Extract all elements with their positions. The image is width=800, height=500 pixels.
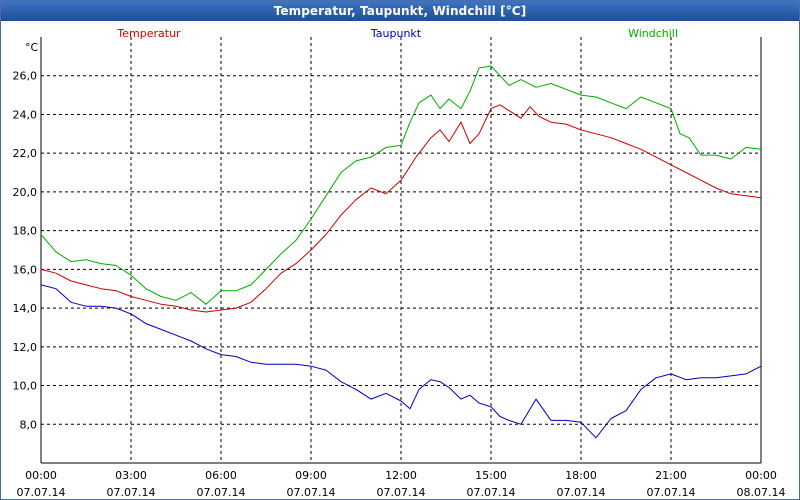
window-title: Temperatur, Taupunkt, Windchill [°C] xyxy=(273,4,527,18)
y-tick-label: 20,0 xyxy=(13,186,38,199)
series-line-taupunkt xyxy=(40,284,762,439)
x-tick-time: 03:00 xyxy=(115,469,147,482)
series-line-windchill xyxy=(40,65,762,305)
y-tick-label: 14,0 xyxy=(13,302,38,315)
x-tick-time: 00:00 xyxy=(25,469,57,482)
y-tick-label: 12,0 xyxy=(13,341,38,354)
x-tick-date: 07.07.14 xyxy=(647,486,696,499)
legend: Temperatur Taupunkt Windchill xyxy=(116,27,678,40)
window-titlebar: Temperatur, Taupunkt, Windchill [°C] xyxy=(1,1,799,21)
legend-taupunkt: Taupunkt xyxy=(370,27,422,40)
x-tick-time: 06:00 xyxy=(205,469,237,482)
grid xyxy=(41,37,761,463)
legend-temperatur: Temperatur xyxy=(116,27,181,40)
y-tick-label: 10,0 xyxy=(13,380,38,393)
x-tick-time: 12:00 xyxy=(385,469,417,482)
y-tick-label: 18,0 xyxy=(13,225,38,238)
y-tick-label: 22,0 xyxy=(13,147,38,160)
y-unit-label: °C xyxy=(25,41,39,54)
line-chart: °C 8,0 10,0 12,0 14,0 16,0 18,0 20,0 22,0 24,0 26… xyxy=(13,27,786,499)
x-tick-date: 07.07.14 xyxy=(377,486,426,499)
x-tick-time: 15:00 xyxy=(475,469,507,482)
y-tick-label: 8,0 xyxy=(20,418,38,431)
axes xyxy=(40,37,762,464)
x-tick-date: 07.07.14 xyxy=(467,486,516,499)
x-tick-time: 09:00 xyxy=(295,469,327,482)
series-lines xyxy=(40,65,762,439)
legend-windchill: Windchill xyxy=(628,27,678,40)
x-tick-date: 07.07.14 xyxy=(17,486,66,499)
series-line-temperatur xyxy=(40,104,762,313)
x-tick-date: 08.07.14 xyxy=(737,486,786,499)
x-tick-time: 00:00 xyxy=(745,469,777,482)
x-tick-time: 21:00 xyxy=(655,469,687,482)
x-tick-time: 18:00 xyxy=(565,469,597,482)
x-tick-date: 07.07.14 xyxy=(197,486,246,499)
y-tick-label: 16,0 xyxy=(13,263,38,276)
tick-labels: 8,0 10,0 12,0 14,0 16,0 18,0 20,0 22,0 24,0 26,0 0… xyxy=(13,70,786,499)
x-tick-date: 07.07.14 xyxy=(557,486,606,499)
y-tick-label: 26,0 xyxy=(13,70,38,83)
x-tick-date: 07.07.14 xyxy=(107,486,156,499)
y-tick-label: 24,0 xyxy=(13,108,38,121)
x-tick-date: 07.07.14 xyxy=(287,486,336,499)
